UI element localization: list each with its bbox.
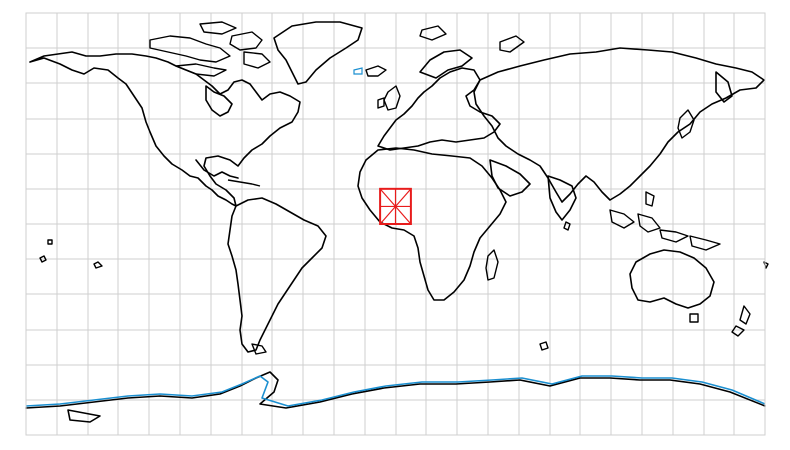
selected-grid-cell[interactable] bbox=[379, 187, 412, 225]
antarctica-coastline bbox=[25, 371, 766, 409]
south-america-coastline bbox=[227, 197, 327, 353]
europe-coastline bbox=[377, 67, 501, 151]
greenland-coastline bbox=[273, 21, 363, 85]
asia-coastline bbox=[473, 47, 765, 203]
selection-diagonal bbox=[379, 188, 412, 225]
lake bbox=[353, 67, 363, 75]
coastlines bbox=[29, 21, 769, 355]
africa-coastline bbox=[357, 147, 507, 301]
map-frame bbox=[25, 12, 766, 436]
ice-shelf-edge bbox=[25, 375, 766, 407]
antarctica bbox=[25, 371, 766, 423]
australia-coastline bbox=[629, 249, 715, 309]
north-america-coastline bbox=[29, 51, 301, 207]
